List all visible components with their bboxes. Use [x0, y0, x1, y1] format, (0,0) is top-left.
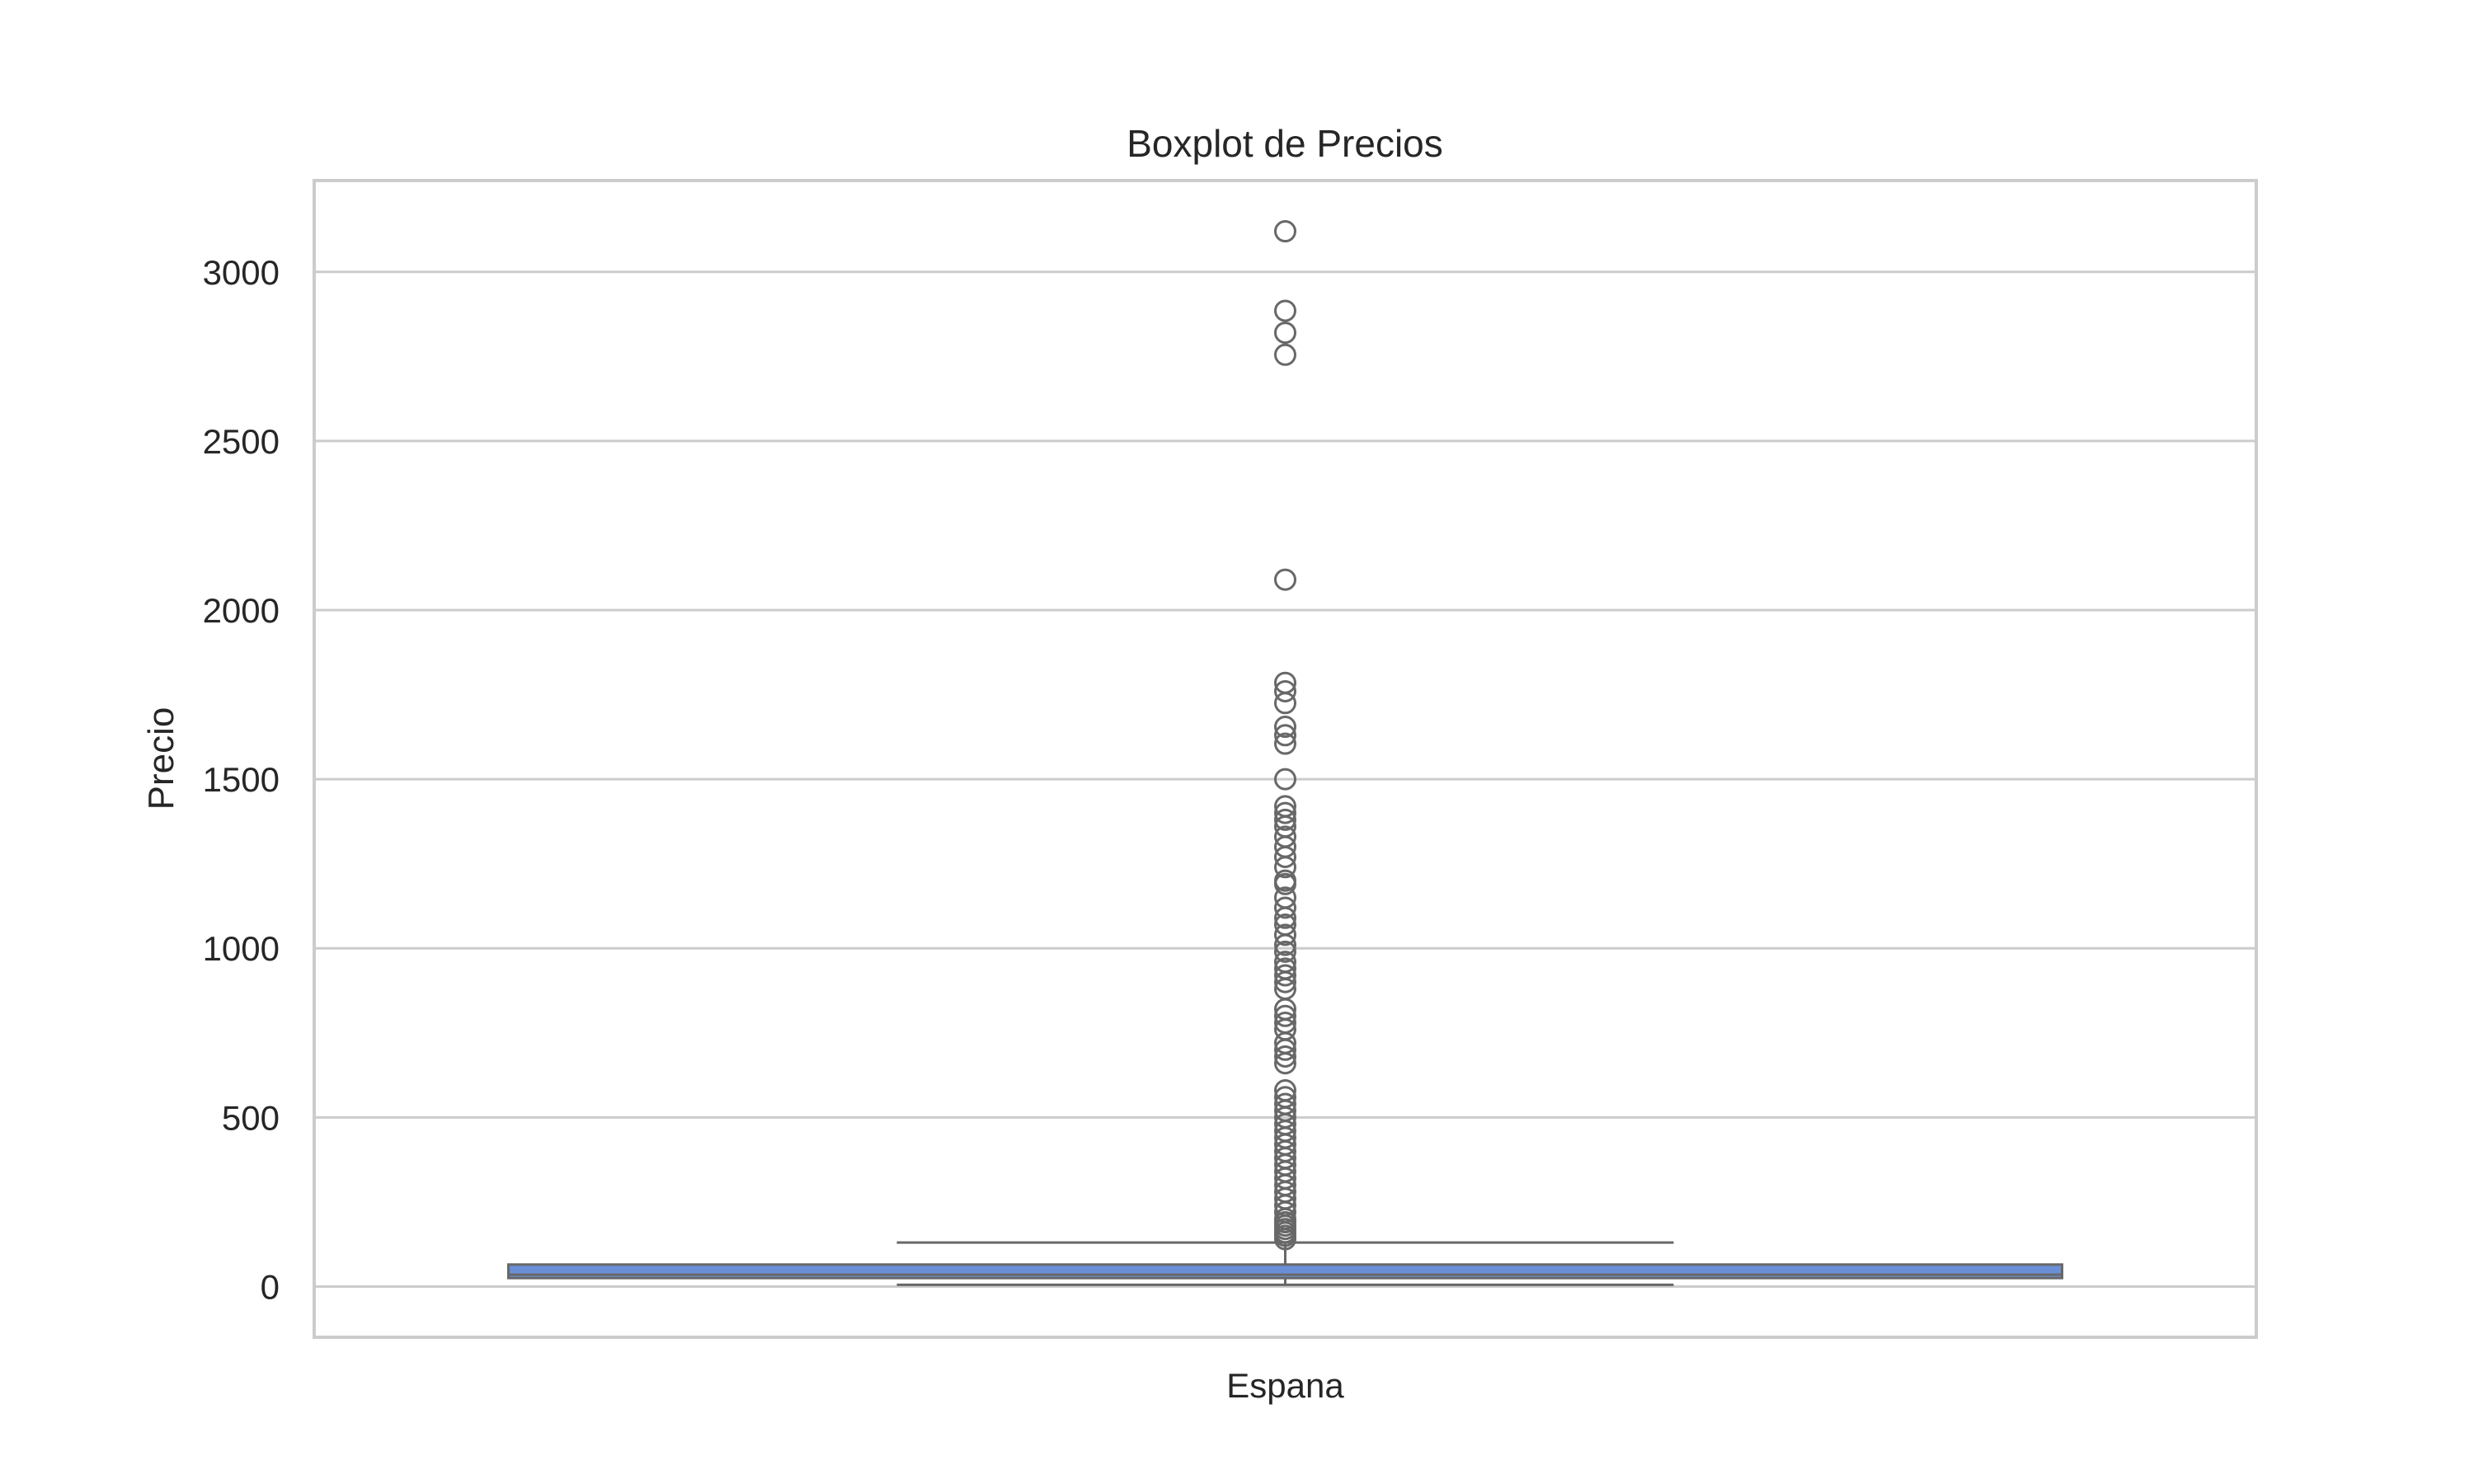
outlier-point — [1274, 220, 1296, 243]
outlier-point — [1274, 845, 1296, 868]
y-tick-label: 2500 — [203, 422, 280, 461]
outlier-point — [1274, 299, 1296, 322]
plot-area-frame — [313, 179, 2258, 1339]
y-axis-label: Precio — [141, 707, 181, 810]
outlier-point — [1274, 343, 1296, 366]
y-tick-label: 500 — [222, 1098, 280, 1137]
outlier-point — [1274, 801, 1296, 824]
grid-lines — [314, 270, 2256, 1288]
outlier-point — [1274, 923, 1296, 946]
outlier-point — [1274, 724, 1296, 747]
outlier-point — [1274, 1038, 1296, 1061]
y-tick-label: 3000 — [203, 253, 280, 292]
outlier-point — [1274, 1052, 1296, 1075]
iqr-box — [507, 1263, 2063, 1280]
outlier-point — [1274, 1228, 1296, 1251]
chart-title: Boxplot de Precios — [1126, 122, 1443, 165]
outlier-point — [1274, 768, 1296, 791]
x-tick-labels: Espana — [1226, 1366, 1344, 1405]
outlier-point — [1274, 964, 1296, 987]
outlier-point — [1274, 856, 1296, 879]
outlier-point — [1274, 808, 1296, 831]
outlier-point — [1274, 906, 1296, 929]
outlier-point — [1274, 872, 1296, 895]
outlier-point — [1274, 933, 1296, 956]
box-group — [507, 1241, 2063, 1286]
y-tick-label: 0 — [261, 1267, 280, 1306]
outlier-point — [1274, 896, 1296, 919]
outlier-point — [1274, 940, 1296, 963]
outlier-point — [1274, 716, 1296, 739]
outlier-point — [1274, 322, 1296, 345]
outlier-point — [1274, 679, 1296, 702]
outlier-point — [1274, 970, 1296, 993]
y-tick-label: 1000 — [203, 929, 280, 968]
outlier-point — [1274, 732, 1296, 755]
outlier-point — [1274, 1004, 1296, 1027]
outlier-point — [1274, 692, 1296, 715]
outlier-point — [1274, 1045, 1296, 1068]
x-tick-label: Espana — [1226, 1366, 1344, 1405]
outlier-point — [1274, 568, 1296, 591]
y-tick-label: 2000 — [203, 591, 280, 630]
y-tick-labels: 0 500 1000 1500 2000 2500 3000 — [203, 253, 280, 1307]
y-tick-label: 1500 — [203, 760, 280, 799]
outlier-points — [1274, 220, 1296, 1251]
